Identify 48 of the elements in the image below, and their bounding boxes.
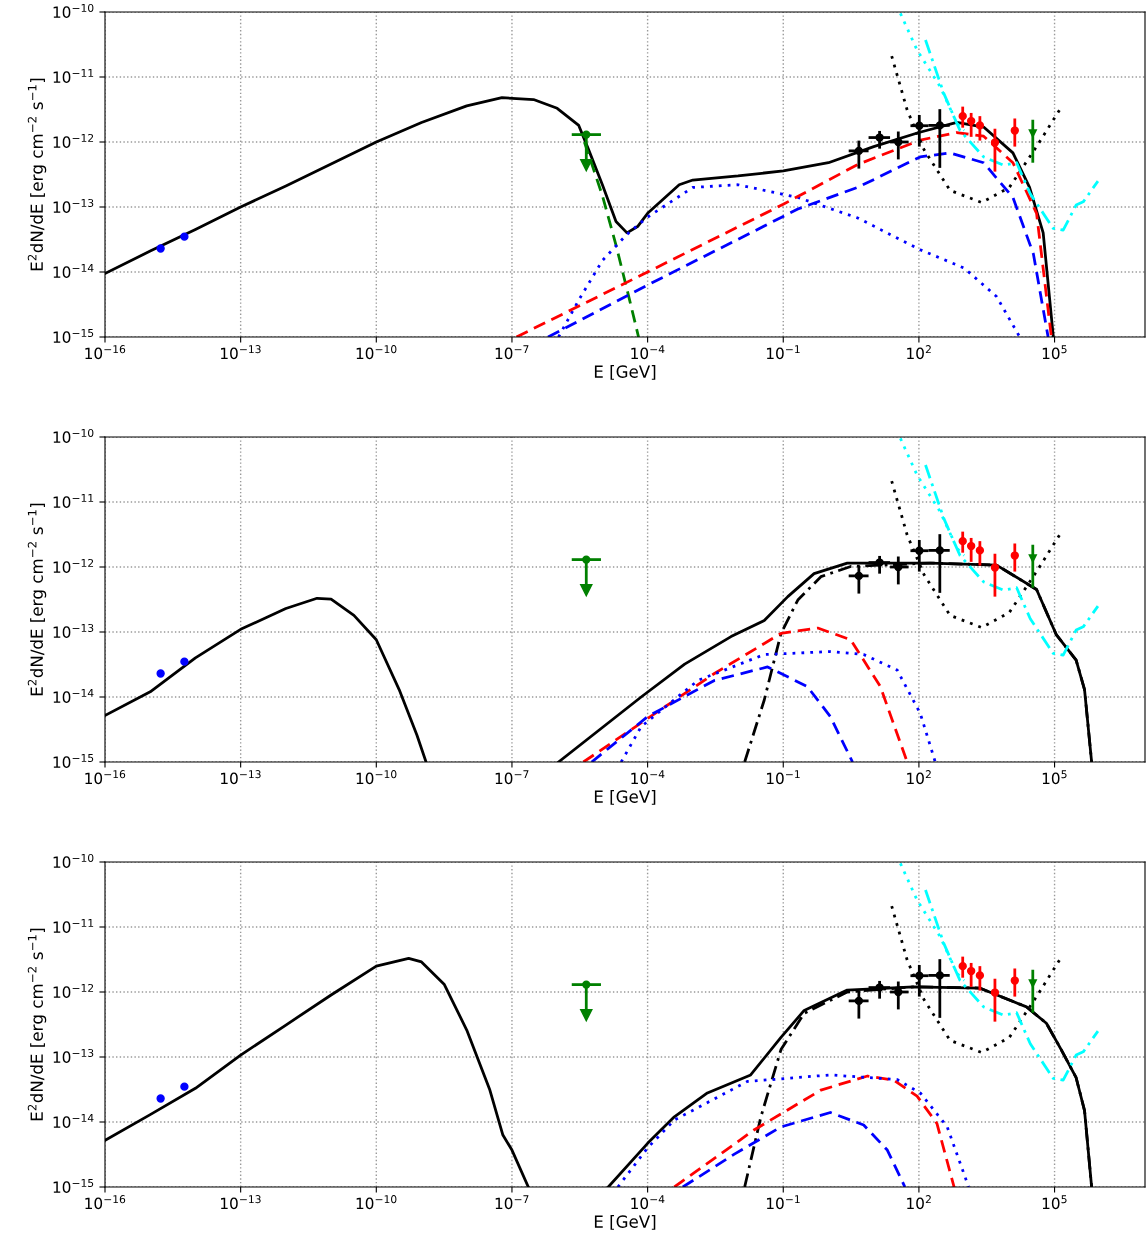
y-tick-label: 10$^{−14}$: [53, 689, 94, 703]
y-axis-title: E$^{2}$dN/dE [erg cm$^{−2}$ s$^{−1}$]: [27, 928, 47, 1121]
x-tick-label: 10$^{−10}$: [356, 770, 397, 785]
y-tick-label: 10$^{−11}$: [53, 69, 94, 83]
y-tick-label: 10$^{−15}$: [53, 754, 94, 768]
x-tick-label: 10$^{2}$: [907, 1195, 931, 1210]
y-tick-label: 10$^{−10}$: [53, 3, 94, 18]
x-tick-label: 10$^{−13}$: [221, 1195, 261, 1210]
y-tick-label: 10$^{−10}$: [53, 853, 94, 868]
y-tick-label: 10$^{−11}$: [53, 919, 94, 933]
x-tick-label: 10$^{−7}$: [495, 1195, 529, 1210]
y-tick-label: 10$^{−13}$: [53, 198, 94, 213]
x-tick-label: 10$^{−13}$: [221, 345, 261, 360]
x-axis-title: E [GeV]: [594, 364, 656, 380]
y-tick-label: 10$^{−12}$: [53, 133, 94, 148]
x-tick-label: 10$^{−1}$: [766, 345, 800, 360]
y-axis-title: E$^{2}$dN/dE [erg cm$^{−2}$ s$^{−1}$]: [27, 78, 47, 271]
y-tick-label: 10$^{−15}$: [53, 1179, 94, 1193]
x-axis-title: E [GeV]: [594, 789, 656, 805]
x-axis-title: E [GeV]: [594, 1214, 656, 1230]
y-tick-label: 10$^{−12}$: [53, 558, 94, 573]
x-tick-label: 10$^{2}$: [907, 345, 931, 360]
x-tick-label: 10$^{−1}$: [766, 770, 800, 785]
x-tick-label: 10$^{−4}$: [631, 345, 665, 360]
x-tick-label: 10$^{−4}$: [631, 1195, 665, 1210]
x-tick-label: 10$^{−10}$: [356, 345, 397, 360]
y-axis-title: E$^{2}$dN/dE [erg cm$^{−2}$ s$^{−1}$]: [27, 503, 47, 696]
x-tick-label: 10$^{−16}$: [85, 770, 126, 785]
x-tick-label: 10$^{−13}$: [221, 770, 261, 785]
y-tick-label: 10$^{−14}$: [53, 264, 94, 278]
x-tick-label: 10$^{5}$: [1042, 770, 1067, 785]
y-tick-label: 10$^{−11}$: [53, 494, 94, 508]
y-tick-label: 10$^{−10}$: [53, 428, 94, 443]
y-tick-label: 10$^{−13}$: [53, 1048, 94, 1063]
y-tick-label: 10$^{−15}$: [53, 329, 94, 343]
x-tick-label: 10$^{2}$: [907, 770, 931, 785]
y-tick-label: 10$^{−14}$: [53, 1114, 94, 1128]
x-tick-label: 10$^{−7}$: [495, 770, 529, 785]
x-tick-label: 10$^{5}$: [1042, 1195, 1067, 1210]
y-tick-label: 10$^{−12}$: [53, 983, 94, 998]
y-tick-label: 10$^{−13}$: [53, 623, 94, 638]
x-tick-label: 10$^{−1}$: [766, 1195, 800, 1210]
x-tick-label: 10$^{−4}$: [631, 770, 665, 785]
x-tick-label: 10$^{5}$: [1042, 345, 1067, 360]
x-tick-label: 10$^{−10}$: [356, 1195, 397, 1210]
x-tick-label: 10$^{−7}$: [495, 345, 529, 360]
x-tick-label: 10$^{−16}$: [85, 345, 126, 360]
x-tick-label: 10$^{−16}$: [85, 1195, 126, 1210]
